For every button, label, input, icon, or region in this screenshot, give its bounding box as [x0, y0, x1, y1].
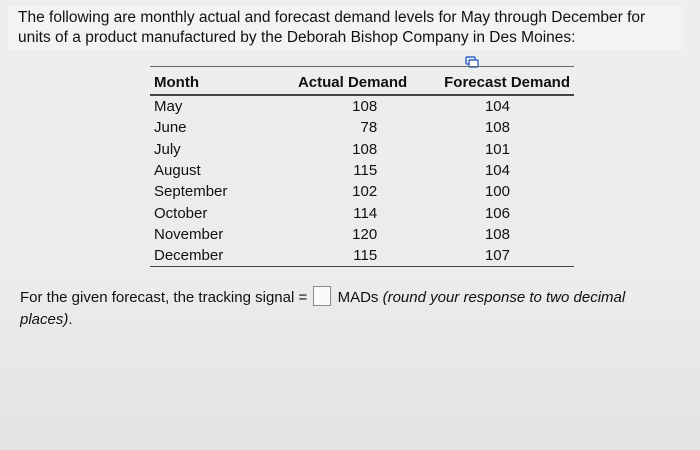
forecast-demand-cell: 106	[484, 204, 510, 222]
month-cell: June	[154, 119, 187, 137]
month-cell: September	[154, 183, 228, 201]
rounding-note: (round your response to two decimal plac…	[20, 289, 626, 328]
actual-demand-cell: 120	[352, 225, 378, 243]
month-cell: August	[154, 162, 201, 180]
question-text: For the given forecast, the tracking sig…	[20, 286, 680, 331]
question-period: .	[68, 311, 73, 328]
question-prefix: For the given forecast, the tracking sig…	[20, 289, 308, 306]
forecast-demand-cell: 100	[484, 183, 510, 201]
forecast-demand-cell: 108	[484, 225, 510, 243]
month-cell: May	[154, 98, 183, 116]
forecast-demand-cell: 107	[411, 245, 574, 268]
demand-table: Month Actual Demand Forecast Demand May …	[150, 66, 574, 268]
table-header-row: Month Actual Demand Forecast Demand	[150, 66, 574, 96]
header-month: Month	[150, 66, 273, 96]
forecast-demand-cell: 104	[484, 98, 510, 116]
actual-demand-cell: 115	[272, 245, 412, 268]
tracking-signal-input[interactable]	[313, 286, 332, 306]
forecast-demand-cell: 101	[484, 140, 510, 158]
table-row: November 120 108	[150, 224, 574, 245]
table-row: July 108 101	[150, 139, 574, 160]
actual-demand-cell: 108	[352, 98, 378, 116]
month-cell: November	[154, 225, 224, 243]
month-cell: October	[154, 204, 208, 222]
actual-demand-cell: 114	[353, 204, 378, 222]
problem-statement: The following are monthly actual and for…	[8, 6, 684, 50]
table-row: September 102 100	[150, 181, 574, 202]
header-actual-demand: Actual Demand	[272, 66, 412, 96]
question-unit: MADs	[337, 289, 379, 306]
forecast-demand-cell: 108	[484, 119, 510, 137]
forecast-demand-cell: 104	[484, 162, 510, 180]
month-cell: December	[150, 245, 273, 268]
table-row: October 114 106	[150, 202, 574, 223]
actual-demand-cell: 102	[352, 183, 378, 201]
table-row: December 115 107	[150, 245, 574, 268]
header-forecast-demand: Forecast Demand	[411, 66, 574, 96]
table-row: August 115 104	[150, 160, 574, 181]
table-row: May 108 104	[150, 95, 574, 117]
table-row: June 78 108	[150, 117, 574, 138]
actual-demand-cell: 78	[360, 119, 378, 137]
actual-demand-cell: 108	[352, 140, 378, 158]
actual-demand-cell: 115	[353, 162, 378, 180]
month-cell: July	[154, 140, 181, 158]
